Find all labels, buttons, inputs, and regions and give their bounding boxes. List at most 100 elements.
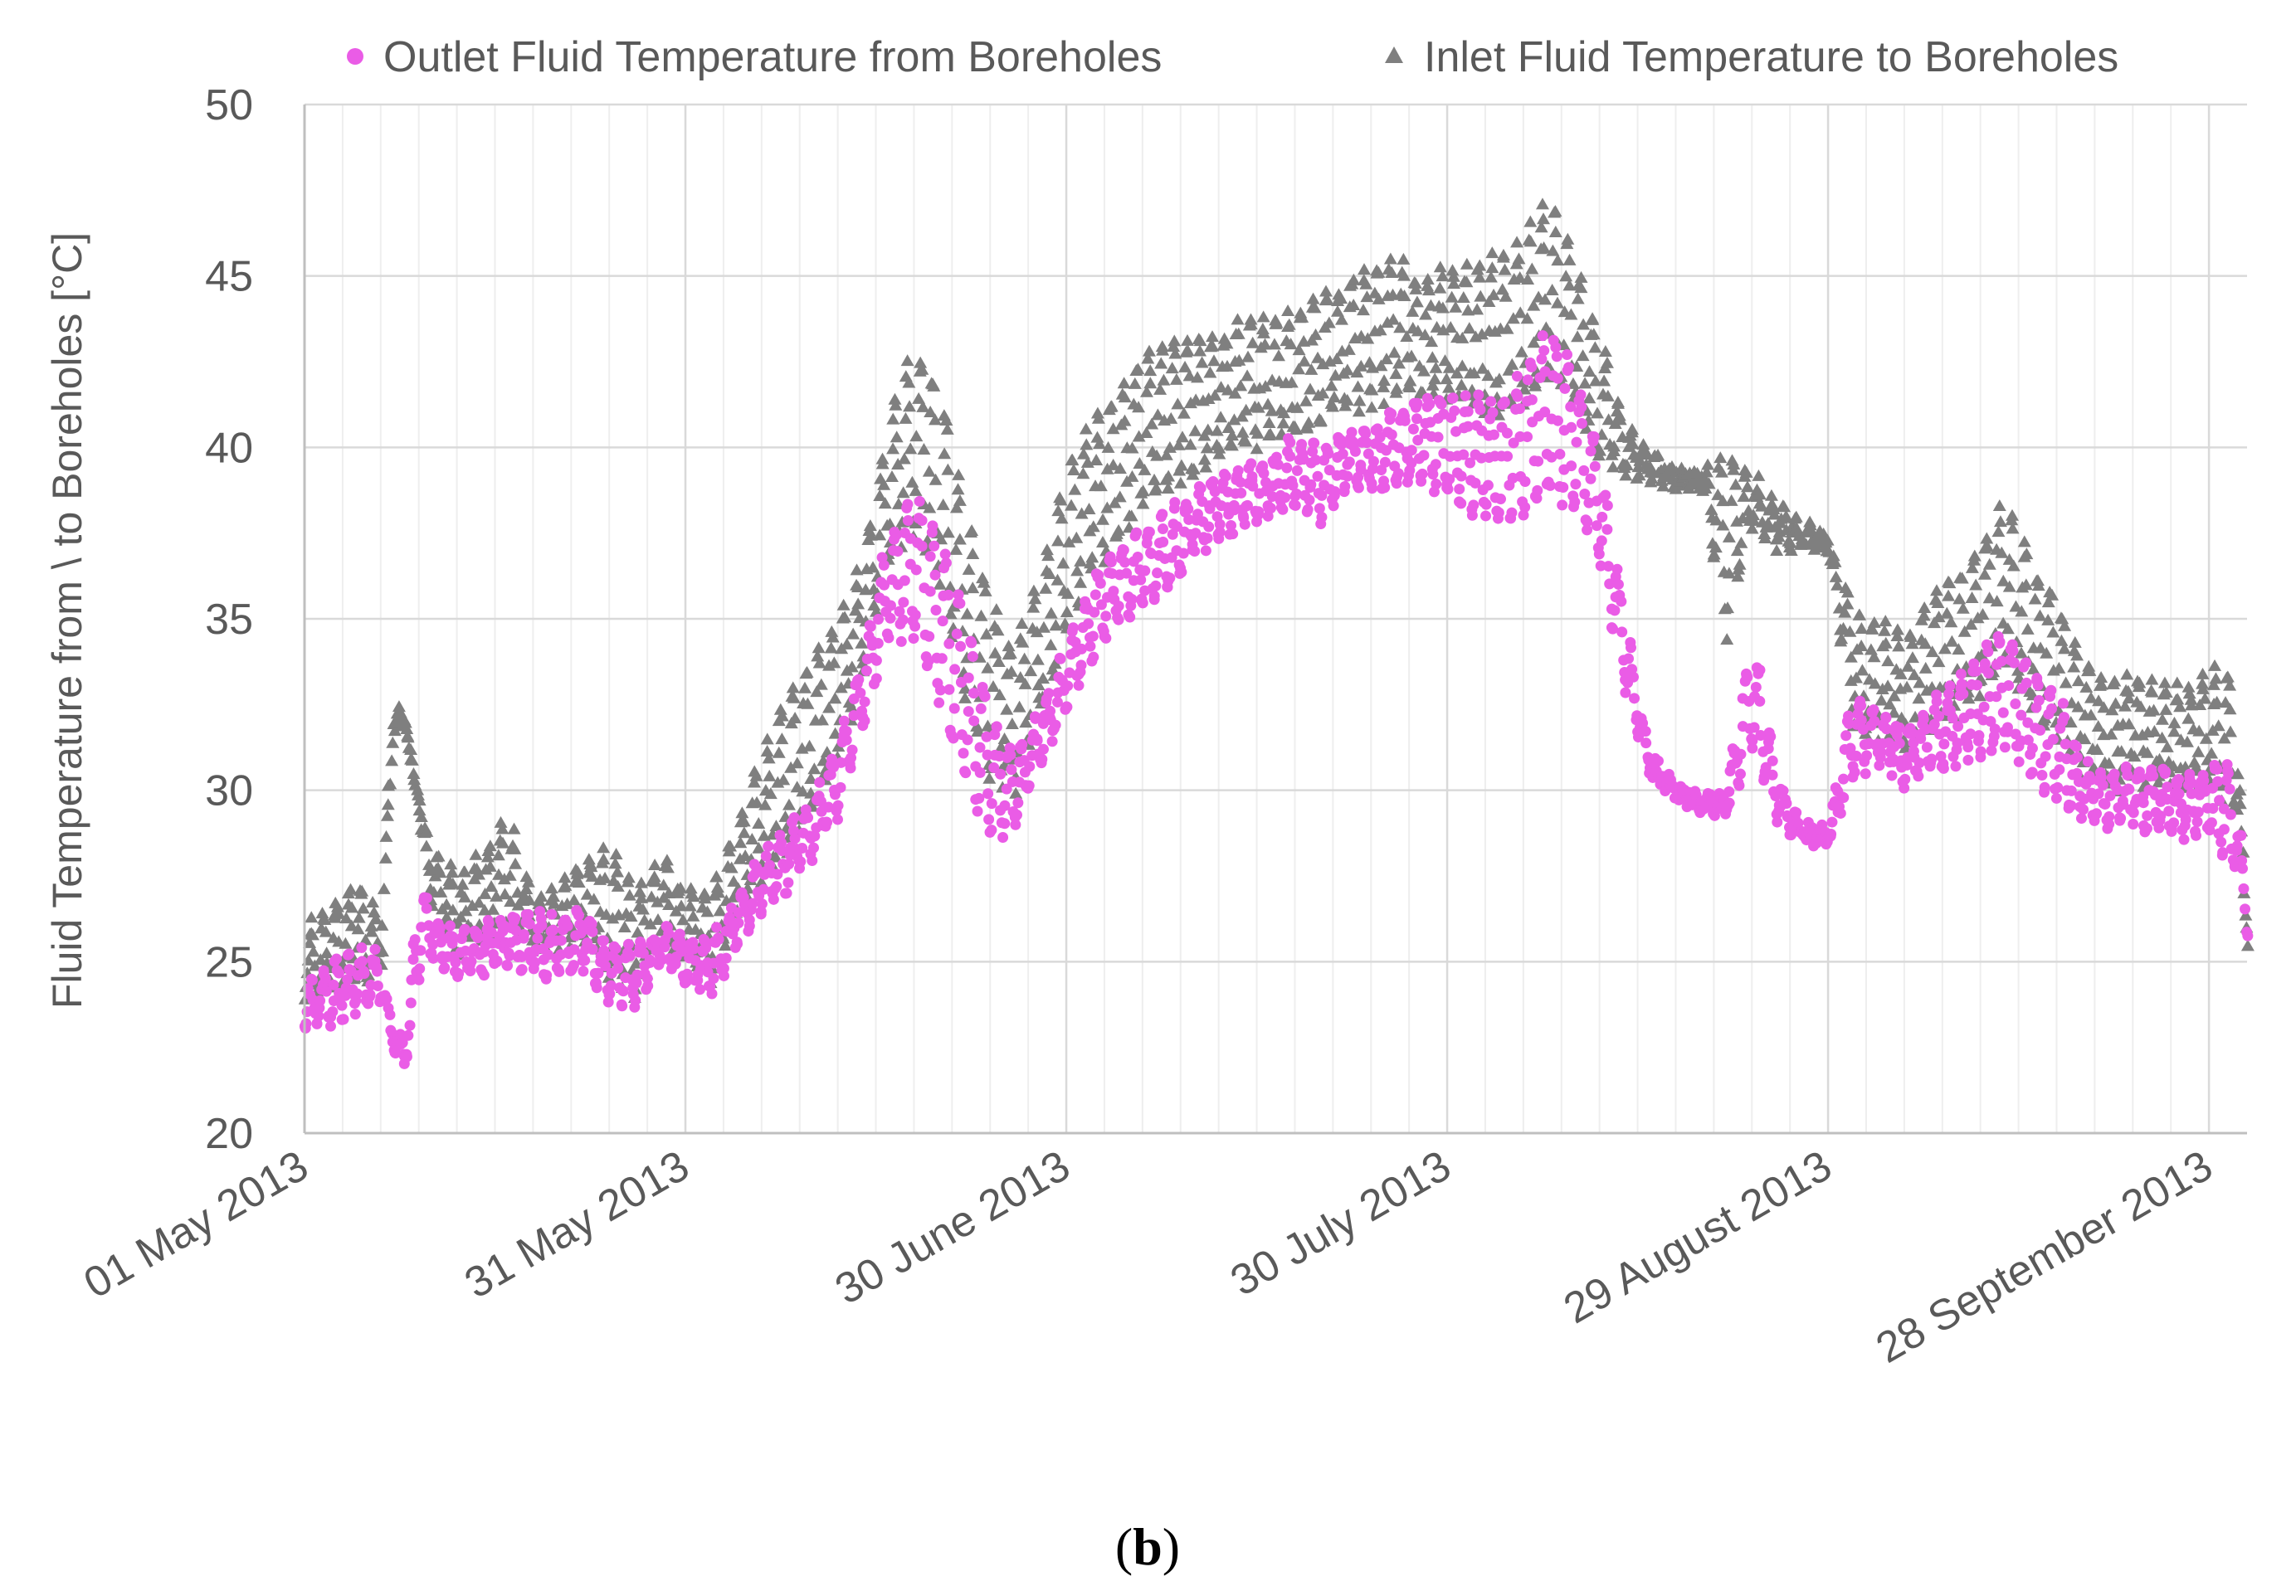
outlet-point [940,557,952,569]
outlet-point [344,948,355,960]
outlet-point [2022,717,2034,728]
y-tick-label: 20 [205,1110,253,1158]
inlet-point [987,679,1001,692]
outlet-point [923,655,934,667]
inlet-point [1513,270,1527,283]
outlet-point [1312,470,1323,482]
outlet-point [924,586,936,597]
inlet-point [572,876,586,888]
inlet-point [1582,392,1596,404]
inlet-point [495,836,509,849]
outlet-point [2059,712,2070,723]
inlet-point [1492,408,1506,421]
inlet-point [420,825,434,837]
outlet-point [997,831,1009,843]
outlet-point [553,966,565,977]
inlet-point [1096,513,1110,525]
outlet-point [2138,797,2149,809]
outlet-point [1602,561,1614,572]
outlet-point [1379,456,1391,468]
outlet-point [1328,500,1339,512]
inlet-point [2068,635,2082,648]
inlet-point [1975,648,1989,660]
outlet-point [1329,486,1341,498]
outlet-point [1349,445,1361,457]
outlet-point [1607,623,1619,635]
inlet-point [1377,397,1391,409]
inlet-point [1065,453,1080,465]
outlet-point [1957,689,1969,700]
outlet-point [809,830,821,842]
outlet-point [1962,754,1974,766]
inlet-point [1559,270,1573,282]
inlet-point [548,897,562,909]
inlet-point [1574,270,1588,283]
outlet-point [1611,563,1623,575]
outlet-point [1562,362,1574,373]
inlet-point [1601,413,1616,426]
outlet-point [948,703,960,714]
outlet-point [1519,475,1531,487]
outlet-point [642,980,654,992]
inlet-point [1733,557,1747,570]
outlet-point [1346,426,1358,438]
inlet-point [1292,363,1306,375]
outlet-point [848,710,860,722]
outlet-point [733,917,744,929]
inlet-point [1830,578,1845,591]
inlet-point [2219,696,2233,708]
inlet-point [724,839,738,852]
inlet-point [752,841,766,854]
outlet-point [1899,782,1910,794]
inlet-point [828,692,842,704]
inlet-point [1606,460,1620,473]
outlet-point [624,951,636,962]
inlet-point [775,709,789,722]
outlet-point [1190,528,1202,539]
inlet-point [1838,606,1852,618]
outlet-point [981,731,992,742]
inlet-point [1588,341,1602,353]
inlet-point [1208,388,1222,401]
outlet-point [1374,431,1386,443]
outlet-point [2045,703,2057,714]
outlet-point [771,881,782,893]
outlet-point [2010,698,2021,710]
inlet-point [558,871,572,883]
outlet-point [1247,480,1259,492]
outlet-point [2071,767,2083,779]
inlet-point [1626,437,1640,450]
inlet-point [643,917,657,930]
inlet-point [622,871,636,883]
outlet-point [1182,504,1194,515]
inlet-point [2058,619,2072,631]
outlet-point [934,697,945,708]
outlet-point [415,945,427,956]
inlet-point [1265,404,1279,416]
inlet-point [392,700,406,713]
inlet-point [1740,480,1754,493]
outlet-point [1595,560,1606,572]
inlet-point [981,661,995,674]
inlet-point [1955,572,1969,584]
inlet-point [953,494,967,506]
inlet-point [1510,236,1524,248]
outlet-point [870,654,882,666]
inlet-point [1428,372,1442,385]
inlet-point [1843,625,1857,637]
inlet-point [661,861,675,873]
inlet-point [446,877,460,889]
outlet-point [1502,450,1514,462]
outlet-point [1214,518,1226,530]
outlet-point [1379,482,1391,494]
outlet-point [1454,484,1465,495]
inlet-point [339,937,353,949]
outlet-point [1843,710,1855,722]
inlet-point [1226,429,1240,441]
inlet-point [631,926,645,938]
inlet-point [1003,646,1017,659]
outlet-point [1559,382,1571,394]
outlet-point [339,990,351,1001]
outlet-point [1538,345,1550,357]
outlet-point [1754,664,1766,676]
